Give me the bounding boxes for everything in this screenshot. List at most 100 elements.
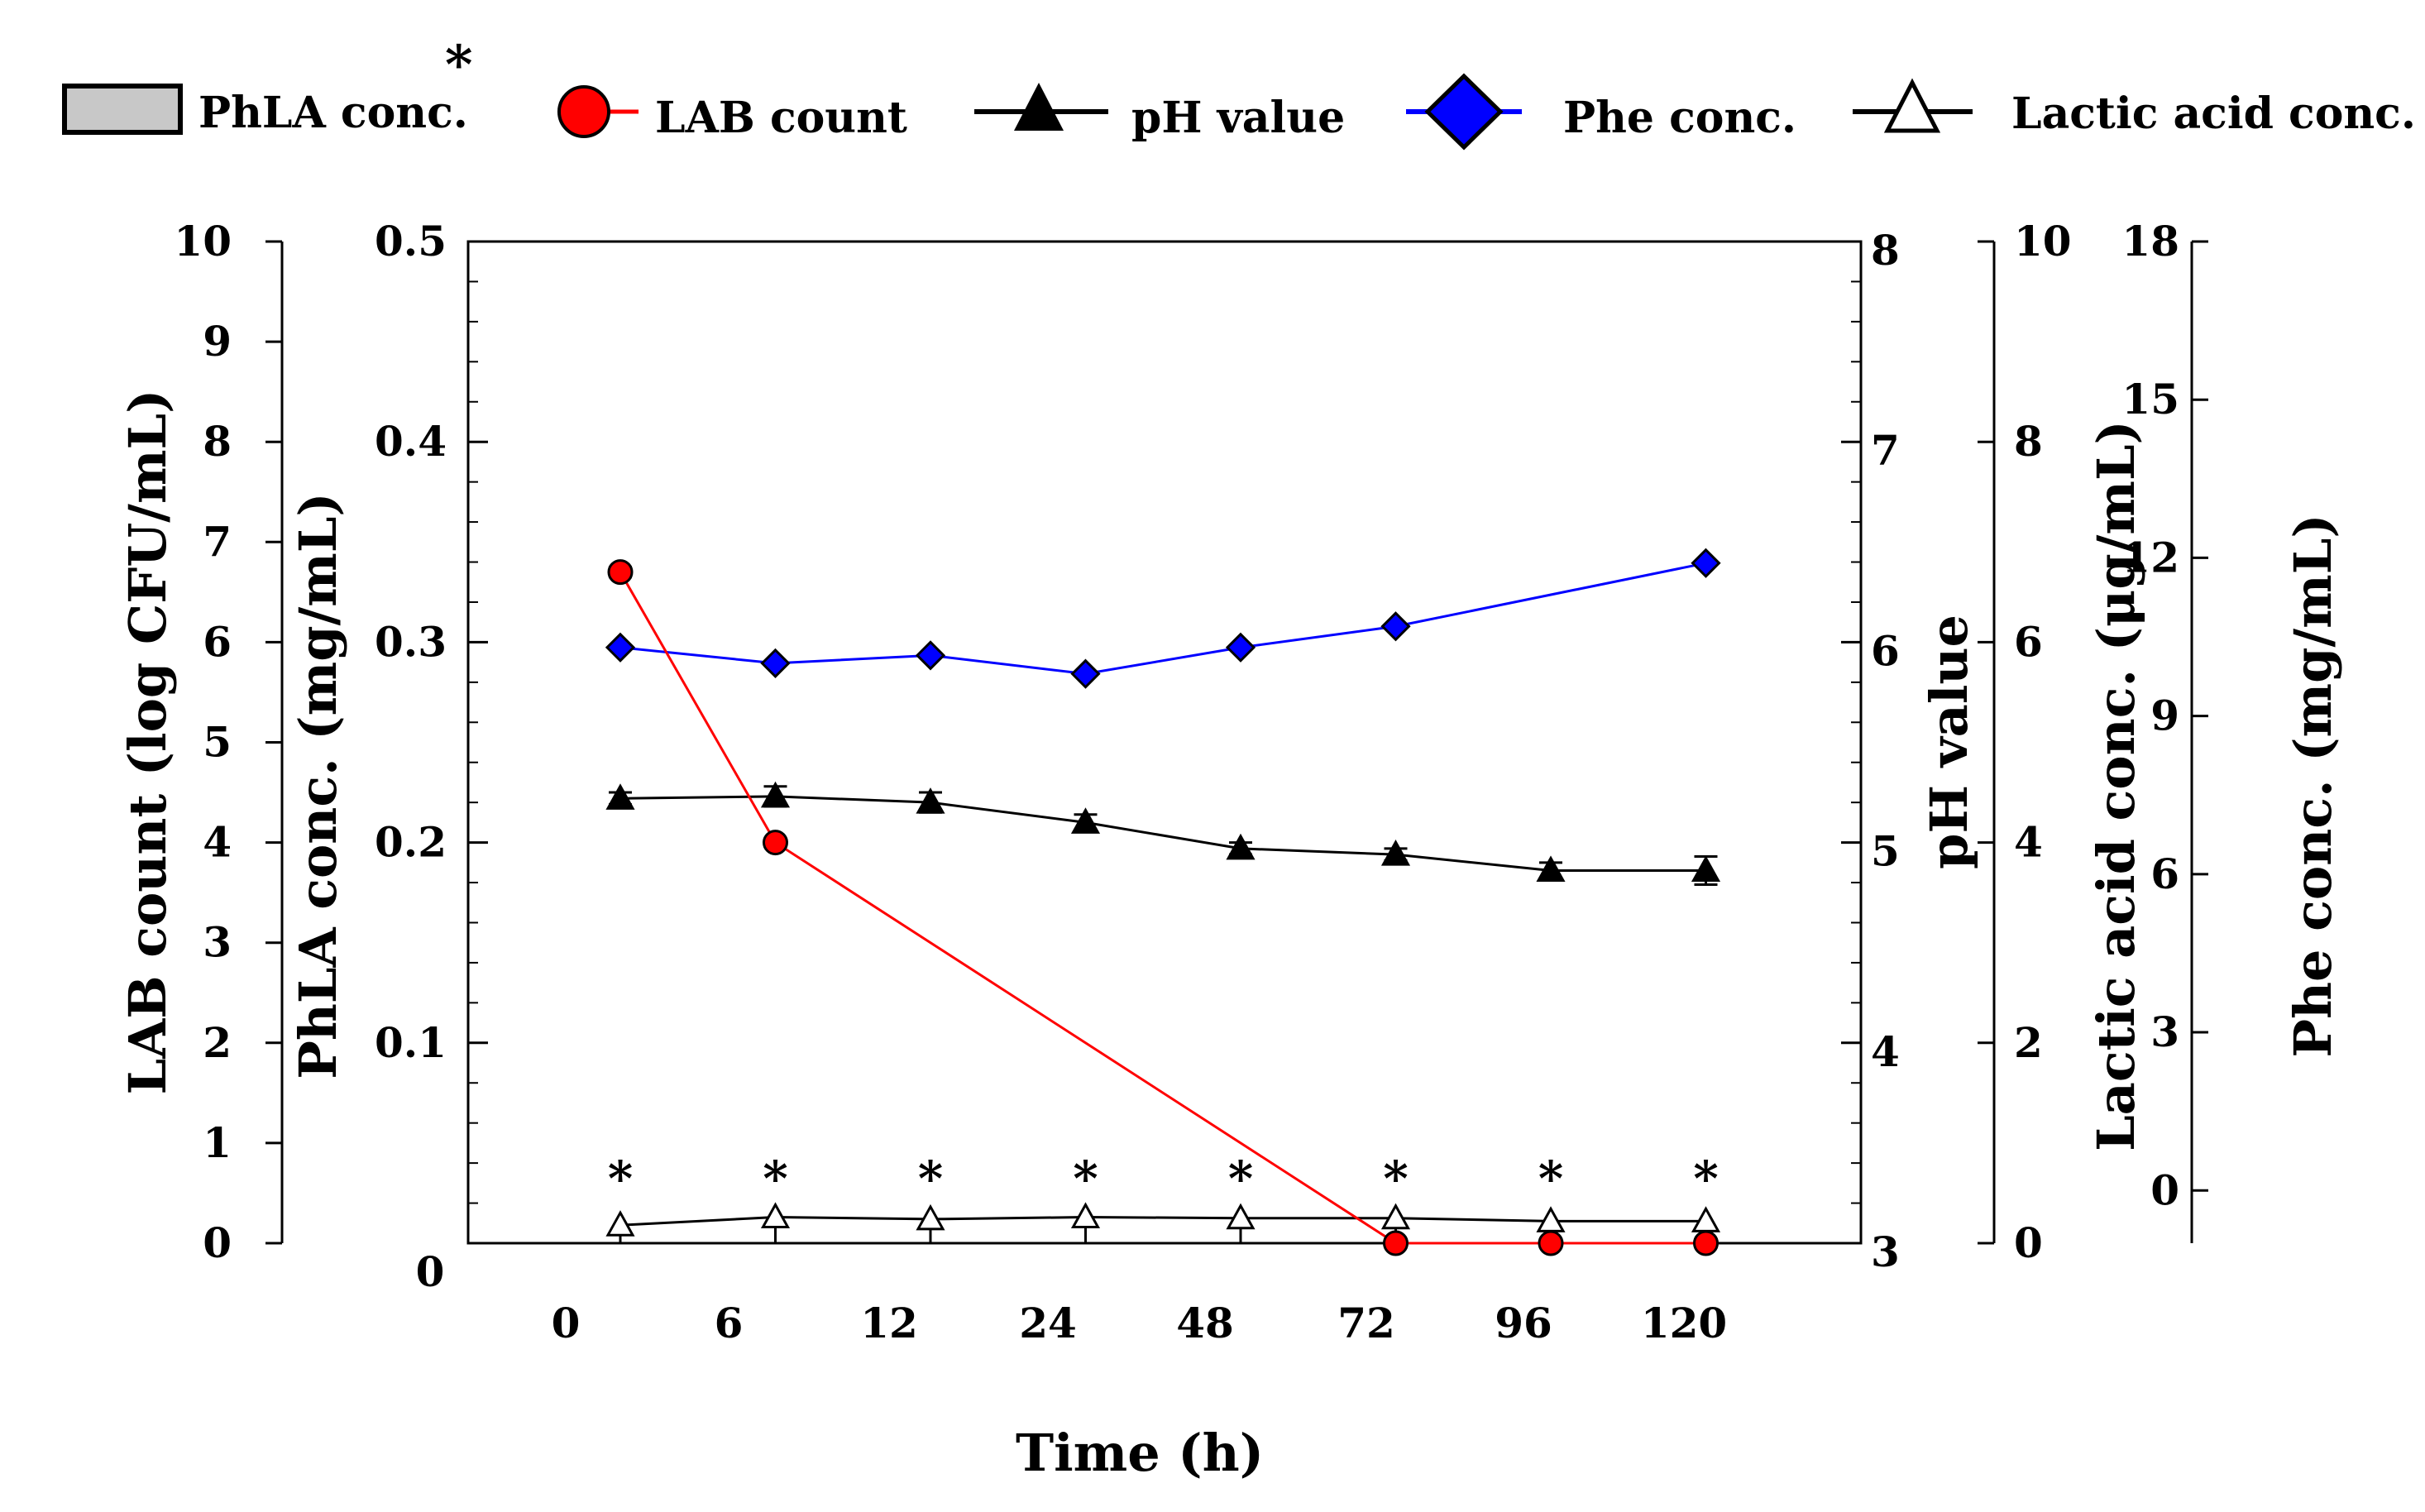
phla-axis-tick-label: 0.3 bbox=[375, 617, 447, 666]
phe-axis-tick-label: 9 bbox=[2150, 691, 2179, 740]
x-axis-tick-label: 120 bbox=[1641, 1299, 1727, 1347]
phe-axis-tick-label: 15 bbox=[2121, 375, 2179, 423]
lab-axis-tick-label: 0 bbox=[203, 1218, 232, 1267]
ph-axis-tick-label: 5 bbox=[1871, 827, 1900, 876]
lab-count-line bbox=[619, 571, 1706, 1245]
legend: PhLA conc. * LAB count pH value Phe conc… bbox=[62, 34, 2416, 151]
lactic-acid-conc-point bbox=[1226, 1203, 1256, 1230]
lab-count-point bbox=[763, 830, 788, 856]
legend-ph-marker bbox=[1014, 83, 1064, 131]
lab-axis-tick-label: 5 bbox=[203, 718, 232, 767]
phla-axis-tick-label: 0.1 bbox=[375, 1018, 447, 1067]
x-axis-tick-label: 96 bbox=[1495, 1299, 1552, 1347]
lactic-acid-conc-point bbox=[1691, 1206, 1721, 1232]
lactic-axis-title: Lactic acid conc. (μg/mL) bbox=[2086, 420, 2146, 1151]
lactic-acid-conc-point bbox=[760, 1202, 791, 1229]
phla-significance-star: * bbox=[1073, 1151, 1098, 1207]
lab-axis-tick-label: 8 bbox=[203, 417, 232, 466]
ph-axis-title: pH value bbox=[1919, 615, 1979, 869]
phe-axis-title: Phe conc. (mg/mL) bbox=[2283, 514, 2343, 1057]
phla-axis-tick-label: 0.4 bbox=[375, 417, 447, 466]
lab-axis-tick-label: 6 bbox=[203, 617, 232, 666]
phla-axis-title: PhLA conc. (mg/mL) bbox=[288, 492, 348, 1079]
ph-axis-tick-label: 3 bbox=[1871, 1227, 1900, 1276]
x-axis-tick-label: 12 bbox=[860, 1299, 918, 1347]
lactic-acid-conc-point bbox=[1070, 1202, 1101, 1229]
ph-value-point bbox=[1380, 840, 1411, 866]
ph-value-point bbox=[1226, 833, 1256, 860]
ph-axis-tick-label: 7 bbox=[1871, 426, 1900, 475]
phe-conc-point bbox=[760, 648, 791, 679]
lactic-acid-conc-point bbox=[916, 1203, 945, 1231]
lactic-axis-tick-label: 0 bbox=[2014, 1218, 2043, 1267]
x-axis-tick-label: 24 bbox=[1019, 1299, 1077, 1347]
ph-axis-tick-label: 4 bbox=[1871, 1027, 1900, 1076]
phe-axis-tick-label: 3 bbox=[2150, 1007, 2179, 1056]
lactic-acid-conc-line bbox=[619, 1216, 1706, 1227]
lab-count-point bbox=[1538, 1230, 1564, 1256]
lab-count-point bbox=[607, 559, 634, 586]
legend-lab-marker bbox=[557, 85, 610, 138]
x-axis-title: Time (h) bbox=[1016, 1423, 1264, 1483]
phe-axis-tick-label: 0 bbox=[2150, 1165, 2179, 1214]
lab-axis-tick-label: 2 bbox=[203, 1018, 232, 1067]
ph-value-point bbox=[1691, 855, 1721, 883]
legend-phe-marker bbox=[1424, 73, 1504, 151]
lactic-axis-tick-label: 6 bbox=[2014, 617, 2043, 666]
ph-axis-tick-label: 6 bbox=[1871, 626, 1900, 675]
phe-conc-point bbox=[1380, 611, 1411, 642]
legend-phla-swatch bbox=[62, 84, 183, 135]
legend-phe-label: Phe conc. bbox=[1563, 93, 1796, 143]
phla-significance-star: * bbox=[608, 1151, 633, 1207]
x-origin-label: 0 bbox=[552, 1299, 581, 1347]
axis-ticks: 0123456789100.10.20.30.40.53456780246810… bbox=[174, 217, 2208, 1347]
lactic-acid-conc-point bbox=[605, 1210, 635, 1237]
lab-axis-tick-label: 7 bbox=[203, 517, 232, 566]
lactic-axis-tick-label: 8 bbox=[2014, 417, 2043, 466]
legend-lactic-marker bbox=[1883, 78, 1941, 133]
phe-axis-tick-label: 6 bbox=[2150, 849, 2179, 898]
lactic-axis-tick-label: 2 bbox=[2014, 1018, 2043, 1067]
lab-axis-tick-label: 3 bbox=[203, 918, 232, 967]
x-axis-tick-label: 6 bbox=[715, 1299, 744, 1347]
phe-conc-point bbox=[1691, 548, 1721, 578]
legend-phla-label: PhLA conc. bbox=[198, 88, 468, 138]
lab-axis-title: LAB count (log CFU/mL) bbox=[117, 390, 178, 1095]
phla-axis-zero-label: 0 bbox=[416, 1247, 445, 1296]
phla-axis-tick-label: 0.5 bbox=[375, 217, 447, 266]
ph-value-point bbox=[1070, 807, 1101, 834]
phla-significance-star: * bbox=[918, 1151, 943, 1207]
lactic-acid-conc-point bbox=[1380, 1203, 1411, 1230]
lactic-axis-tick-label: 10 bbox=[2014, 217, 2072, 266]
x-axis-tick-label: 48 bbox=[1176, 1299, 1234, 1347]
legend-lactic-label: Lactic acid conc. bbox=[2011, 89, 2416, 139]
lactic-axis-tick-label: 4 bbox=[2014, 818, 2043, 867]
phla-axis-tick-label: 0.2 bbox=[375, 818, 447, 867]
series-layer: * * * * * * * * bbox=[605, 548, 1721, 1256]
phe-axis-tick-label: 18 bbox=[2121, 217, 2179, 266]
phla-significance-star: * bbox=[1383, 1151, 1408, 1207]
phe-axis-tick-label: 12 bbox=[2121, 533, 2179, 581]
x-axis-tick-label: 72 bbox=[1337, 1299, 1395, 1347]
lab-axis-tick-label: 1 bbox=[203, 1118, 232, 1167]
phla-significance-star: * bbox=[1538, 1151, 1563, 1207]
lab-count-point bbox=[1383, 1230, 1409, 1256]
phe-conc-point bbox=[605, 632, 636, 663]
phe-conc-point bbox=[915, 640, 946, 671]
legend-lab-label: LAB count bbox=[655, 93, 907, 143]
ph-value-point bbox=[1536, 855, 1566, 883]
lab-count-point bbox=[1693, 1230, 1719, 1256]
lab-axis-tick-label: 4 bbox=[203, 818, 232, 867]
legend-ph-label: pH value bbox=[1131, 93, 1345, 143]
plot-frame bbox=[466, 240, 1863, 1245]
lab-axis-tick-label: 9 bbox=[203, 317, 232, 366]
phe-conc-point bbox=[1070, 658, 1101, 689]
ph-value-point bbox=[760, 781, 791, 808]
legend-phla-star: * bbox=[445, 34, 472, 96]
ph-axis-tick-label: 8 bbox=[1871, 226, 1900, 275]
phe-conc-point bbox=[1225, 632, 1256, 663]
ph-value-point bbox=[916, 787, 945, 814]
ph-value-line bbox=[619, 795, 1706, 873]
lab-axis-tick-label: 10 bbox=[174, 217, 232, 266]
